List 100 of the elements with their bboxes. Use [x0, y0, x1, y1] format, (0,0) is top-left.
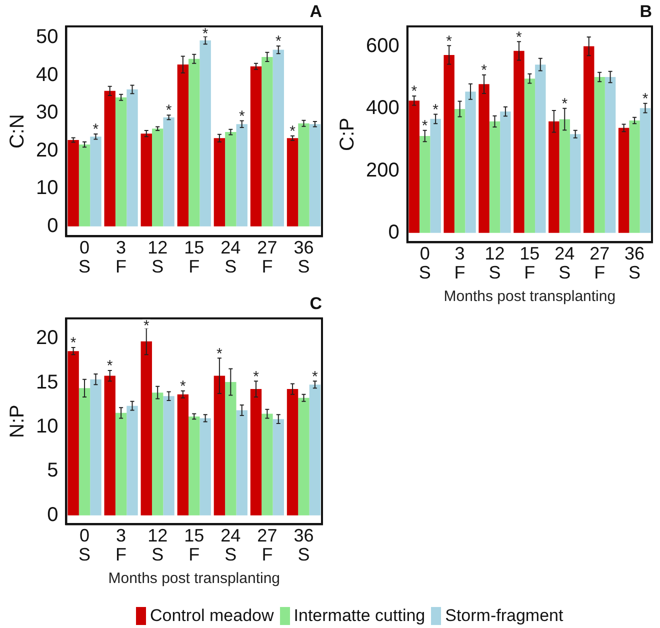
- y-tick-label: 0: [388, 221, 400, 244]
- bar: [188, 58, 200, 226]
- data-label: *: [411, 83, 418, 100]
- bar: [78, 144, 90, 226]
- bar: [408, 100, 420, 233]
- y-tick-label: 15: [36, 371, 58, 394]
- bar: [68, 351, 79, 516]
- legend-label: Storm-fragment: [445, 606, 564, 626]
- bar: [200, 418, 211, 516]
- data-label: *: [481, 62, 488, 79]
- bar: [225, 382, 236, 516]
- y-tick-label: 40: [36, 64, 58, 86]
- y-tick-label: 50: [36, 26, 58, 48]
- chart-title: B: [640, 2, 652, 21]
- x-tick-label: 27 F: [257, 238, 278, 277]
- y-axis-title: N:P: [6, 404, 29, 438]
- data-label: *: [92, 121, 99, 138]
- bar: [68, 140, 79, 226]
- data-label: *: [253, 368, 260, 386]
- y-tick-label: 0: [47, 504, 58, 526]
- bar: [594, 77, 605, 233]
- bar: [500, 111, 511, 233]
- bar: [152, 128, 164, 226]
- bar: [188, 416, 200, 516]
- bar: [604, 77, 616, 233]
- data-label: *: [70, 334, 76, 352]
- bar: [570, 134, 581, 233]
- bar: [90, 379, 102, 516]
- legend-label: Control meadow: [150, 606, 274, 626]
- data-label: *: [290, 122, 296, 140]
- bar: [115, 97, 127, 226]
- bar: [524, 78, 536, 233]
- bar: [489, 121, 500, 233]
- x-tick-label: 36 S: [294, 526, 314, 565]
- data-label: *: [312, 368, 318, 386]
- bar: [250, 389, 262, 516]
- x-tick-label: 3 F: [116, 526, 127, 565]
- bar: [163, 117, 174, 226]
- bar: [236, 124, 248, 226]
- x-tick-label: 0 S: [78, 238, 91, 277]
- bar: [104, 376, 116, 516]
- bar: [298, 123, 310, 226]
- data-label: *: [143, 318, 150, 335]
- data-label: *: [275, 33, 282, 50]
- bar: [262, 56, 273, 226]
- x-tick-label: 27 F: [590, 244, 610, 283]
- data-label: *: [422, 118, 428, 135]
- bar: [200, 40, 211, 226]
- y-tick-label: 0: [47, 214, 58, 237]
- bar: [286, 389, 298, 516]
- data-label: *: [180, 378, 186, 395]
- bar: [214, 376, 226, 516]
- y-tick-label: 600: [366, 35, 400, 58]
- x-tick-label: 36 S: [624, 244, 645, 283]
- bar: [90, 136, 102, 226]
- data-label: *: [106, 358, 113, 375]
- bar: [465, 92, 476, 233]
- x-tick-label: 24 S: [554, 244, 575, 283]
- data-label: *: [642, 90, 648, 108]
- bar: [225, 132, 236, 226]
- bar: [163, 396, 174, 516]
- x-tick-label: 24 S: [220, 526, 241, 565]
- chart-title: A: [310, 2, 322, 21]
- x-tick-label: 15 F: [184, 526, 204, 565]
- x-tick-label: 0 S: [418, 244, 431, 283]
- bar: [535, 64, 546, 233]
- data-label: *: [166, 102, 172, 120]
- bar: [177, 64, 189, 226]
- data-label: *: [562, 96, 568, 113]
- bar: [514, 50, 524, 233]
- y-axis-title: C:N: [6, 114, 29, 149]
- legend-label: Intermatte cutting: [294, 606, 426, 626]
- bar: [214, 138, 226, 226]
- data-label: *: [516, 28, 522, 46]
- bar: [126, 406, 138, 516]
- x-tick-label: 15 F: [520, 244, 540, 283]
- bar: [115, 412, 127, 516]
- bar: [126, 89, 138, 226]
- bar: [640, 108, 651, 233]
- y-tick-label: 400: [366, 97, 400, 120]
- data-label: *: [238, 108, 245, 125]
- bar: [454, 108, 466, 233]
- y-tick-label: 10: [36, 416, 58, 438]
- x-tick-label: 12 S: [148, 238, 168, 277]
- y-tick-label: 30: [36, 102, 58, 124]
- bar: [250, 66, 262, 226]
- bar: [272, 50, 284, 226]
- bar: [152, 392, 164, 516]
- bar: [419, 136, 430, 233]
- bar: [559, 119, 570, 233]
- bar: [104, 90, 116, 226]
- bar: [236, 410, 248, 516]
- bar: [272, 419, 284, 516]
- x-tick-label: 3 F: [116, 238, 127, 277]
- data-label: *: [432, 101, 439, 118]
- bar: [618, 128, 630, 233]
- bar: [478, 84, 490, 233]
- y-tick-label: 200: [366, 159, 400, 182]
- x-axis-title: Months post transplanting: [108, 570, 280, 588]
- bar: [78, 388, 90, 516]
